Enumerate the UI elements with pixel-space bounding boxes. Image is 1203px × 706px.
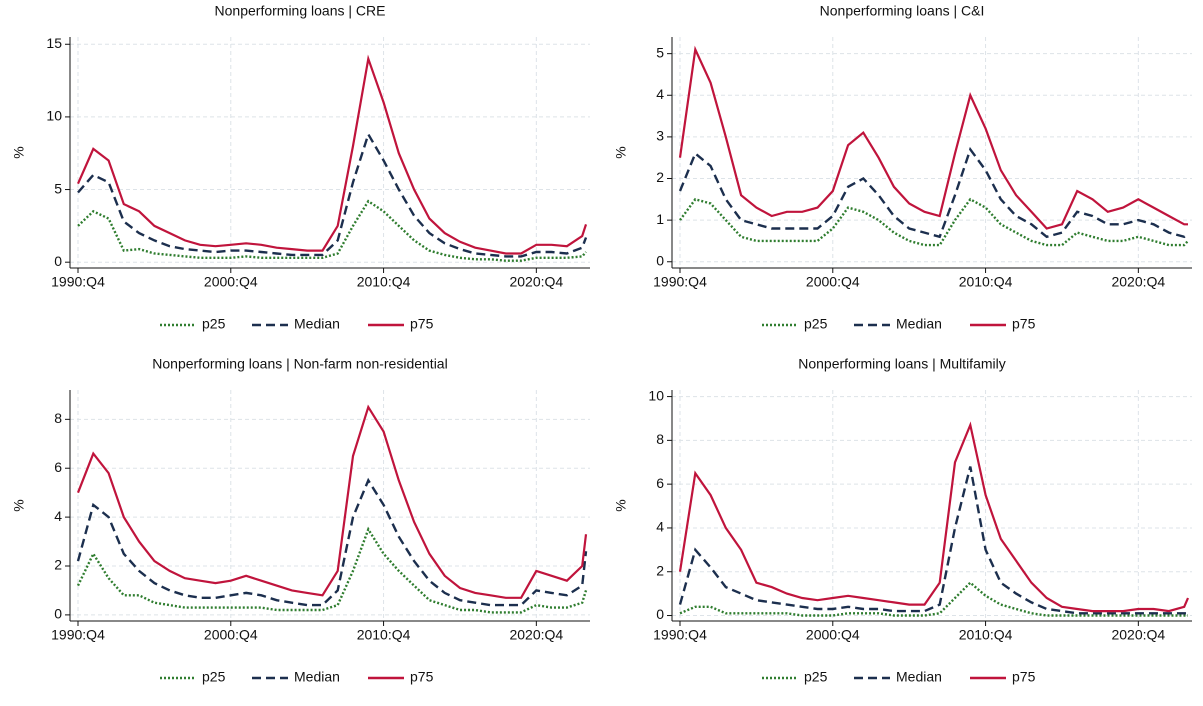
- series-line: [678, 466, 1188, 615]
- legend-label: p75: [410, 316, 434, 332]
- x-tick-label: 2020:Q4: [1111, 627, 1165, 643]
- y-tick-label: 10: [46, 108, 62, 124]
- chart-title: Nonperforming loans | C&I: [820, 3, 985, 19]
- legend-label: p25: [804, 669, 828, 685]
- chart-title: Nonperforming loans | Non-farm non-resid…: [152, 356, 447, 372]
- legend-label: p25: [202, 316, 226, 332]
- legend-label: p25: [804, 316, 828, 332]
- y-tick-label: 3: [656, 128, 664, 144]
- y-tick-label: 2: [656, 562, 664, 578]
- series-line: [678, 421, 1190, 613]
- series-line: [77, 131, 588, 258]
- chart-title: Nonperforming loans | CRE: [215, 3, 386, 19]
- legend-label: p75: [1012, 316, 1036, 332]
- legend-label: Median: [896, 669, 942, 685]
- y-tick-label: 6: [54, 459, 62, 475]
- x-tick-label: 2010:Q4: [357, 627, 411, 643]
- y-tick-label: 6: [656, 475, 664, 491]
- y-tick-label: 15: [46, 35, 62, 51]
- x-tick-label: 2020:Q4: [509, 274, 563, 290]
- series-line: [76, 404, 588, 599]
- legend-label: Median: [896, 316, 942, 332]
- y-tick-label: 0: [656, 606, 664, 622]
- y-tick-label: 4: [54, 508, 62, 524]
- y-tick-label: 8: [54, 410, 62, 426]
- x-tick-label: 1990:Q4: [653, 627, 707, 643]
- legend-label: p25: [202, 669, 226, 685]
- x-tick-label: 2020:Q4: [1111, 274, 1165, 290]
- y-axis-label: %: [613, 499, 629, 511]
- x-tick-label: 1990:Q4: [51, 274, 105, 290]
- series-line: [76, 477, 588, 607]
- x-tick-label: 2010:Q4: [959, 627, 1013, 643]
- y-tick-label: 1: [656, 211, 664, 227]
- chart-title: Nonperforming loans | Multifamily: [798, 356, 1006, 372]
- y-tick-label: 4: [656, 86, 664, 102]
- legend-label: Median: [294, 669, 340, 685]
- y-tick-label: 4: [656, 519, 664, 535]
- x-tick-label: 1990:Q4: [51, 627, 105, 643]
- y-tick-label: 8: [656, 431, 664, 447]
- y-axis-label: %: [11, 146, 27, 158]
- series-line: [678, 146, 1189, 239]
- series-line: [679, 197, 1189, 247]
- x-tick-label: 2000:Q4: [806, 274, 860, 290]
- legend-label: Median: [294, 316, 340, 332]
- y-tick-label: 5: [656, 44, 664, 60]
- y-tick-label: 0: [54, 606, 62, 622]
- x-tick-label: 1990:Q4: [653, 274, 707, 290]
- x-tick-label: 2000:Q4: [204, 274, 258, 290]
- legend-label: p75: [1012, 669, 1036, 685]
- series-line: [679, 581, 1188, 617]
- y-tick-label: 10: [648, 387, 664, 403]
- y-tick-label: 2: [54, 557, 62, 573]
- series-line: [76, 54, 588, 255]
- legend-label: p75: [410, 669, 434, 685]
- y-tick-label: 5: [54, 180, 62, 196]
- y-tick-label: 0: [54, 253, 62, 269]
- x-tick-label: 2000:Q4: [806, 627, 860, 643]
- x-tick-label: 2000:Q4: [204, 627, 258, 643]
- x-tick-label: 2010:Q4: [959, 274, 1013, 290]
- series-line: [76, 526, 588, 614]
- x-tick-label: 2010:Q4: [357, 274, 411, 290]
- series-line: [678, 45, 1188, 230]
- x-tick-label: 2020:Q4: [509, 627, 563, 643]
- y-axis-label: %: [11, 499, 27, 511]
- y-tick-label: 0: [656, 252, 664, 268]
- y-axis-label: %: [613, 146, 629, 158]
- y-tick-label: 2: [656, 169, 664, 185]
- series-line: [77, 199, 587, 262]
